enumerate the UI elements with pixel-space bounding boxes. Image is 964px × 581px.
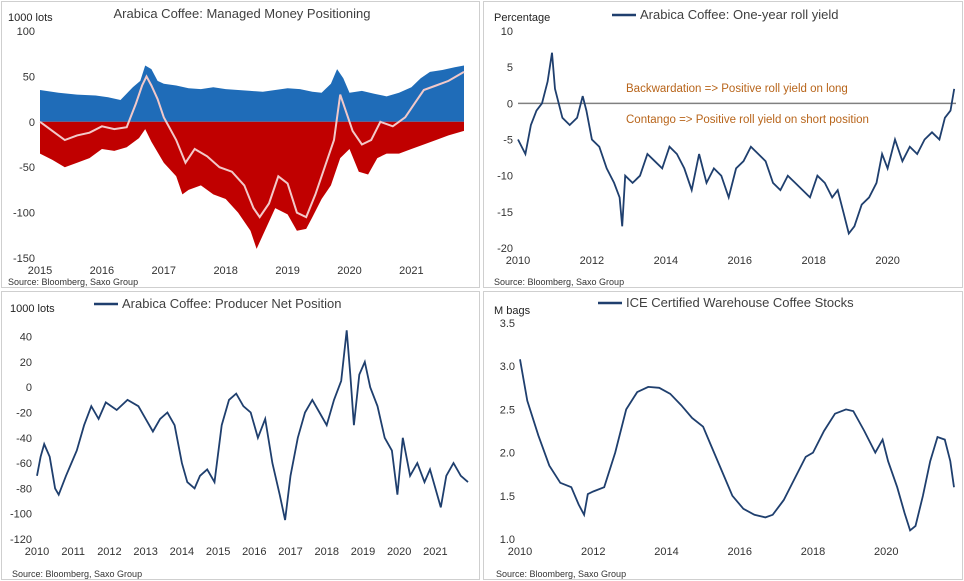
x-tick-label: 2013	[133, 546, 157, 558]
y-tick-label: -20	[16, 408, 32, 420]
series-line	[519, 359, 955, 532]
x-tick-label: 2021	[399, 265, 423, 277]
x-tick-label: 2010	[508, 546, 532, 558]
y-tick-label: 0	[507, 98, 513, 110]
x-tick-label: 2015	[28, 265, 52, 277]
x-tick-label: 2012	[97, 546, 121, 558]
x-tick-label: 2017	[152, 265, 176, 277]
x-tick-label: 2020	[387, 546, 411, 558]
y-tick-label: 2.5	[500, 404, 515, 416]
y-tick-label: 3.0	[500, 361, 515, 373]
y-tick-label: -60	[16, 458, 32, 470]
x-tick-label: 2016	[242, 546, 266, 558]
y-axis-label: 1000 lots	[8, 12, 53, 24]
y-tick-label: 0	[29, 117, 35, 129]
y-axis-label: 1000 lots	[10, 303, 55, 315]
x-tick-label: 2021	[423, 546, 447, 558]
y-tick-label: -50	[19, 162, 35, 174]
long-area	[40, 65, 464, 122]
short-area	[40, 121, 464, 249]
y-tick-label: 5	[507, 62, 513, 74]
chart-title: Arabica Coffee: Managed Money Positionin…	[113, 6, 370, 21]
annotation-contango: Contango => Positive roll yield on short…	[626, 114, 869, 126]
y-axis-label: Percentage	[494, 12, 550, 24]
y-tick-label: 100	[17, 26, 35, 38]
x-tick-label: 2019	[351, 546, 375, 558]
y-tick-label: -15	[497, 207, 513, 219]
y-tick-label: -80	[16, 483, 32, 495]
y-tick-label: 10	[501, 26, 513, 38]
legend-label: ICE Certified Warehouse Coffee Stocks	[626, 295, 854, 310]
x-tick-label: 2018	[801, 255, 825, 267]
x-tick-label: 2012	[580, 255, 604, 267]
y-tick-label: 3.5	[500, 318, 515, 330]
x-tick-label: 2012	[581, 546, 605, 558]
x-tick-label: 2011	[61, 546, 85, 558]
y-tick-label: -5	[503, 135, 513, 147]
source-note: Source: Bloomberg, Saxo Group	[496, 569, 626, 579]
y-tick-label: -20	[497, 243, 513, 255]
x-tick-label: 2015	[206, 546, 230, 558]
series-line	[36, 330, 469, 521]
y-tick-label: -40	[16, 433, 32, 445]
source-note: Source: Bloomberg, Saxo Group	[8, 277, 138, 287]
x-tick-label: 2019	[275, 265, 299, 277]
y-tick-label: -100	[13, 208, 35, 220]
warehouse-stocks-panel: 3.5 3.0 2.5 2.0 1.5 1.0 2010 2012 2014 2016 2018 20…	[483, 291, 963, 580]
source-note: Source: Bloomberg, Saxo Group	[494, 277, 624, 287]
y-tick-label: -120	[10, 534, 32, 546]
x-tick-label: 2016	[728, 255, 752, 267]
y-tick-label: -150	[13, 253, 35, 265]
source-note: Source: Bloomberg, Saxo Group	[12, 569, 142, 579]
x-tick-label: 2014	[170, 546, 194, 558]
x-tick-label: 2017	[278, 546, 302, 558]
x-tick-label: 2020	[875, 255, 899, 267]
y-tick-label: 1.0	[500, 534, 515, 546]
y-tick-label: 1.5	[500, 491, 515, 503]
y-tick-label: -100	[10, 509, 32, 521]
legend-label: Arabica Coffee: One-year roll yield	[640, 7, 838, 22]
x-tick-label: 2018	[315, 546, 339, 558]
x-tick-label: 2014	[654, 546, 678, 558]
x-tick-label: 2016	[90, 265, 114, 277]
y-tick-label: 2.0	[500, 448, 515, 460]
roll-yield-panel: 10 5 0 -5 -10 -15 -20 2010 2012 2014 2016 2018 2020 A…	[483, 1, 963, 288]
y-tick-label: 0	[26, 382, 32, 394]
x-tick-label: 2010	[506, 255, 530, 267]
producer-net-panel: 40 20 0 -20 -40 -60 -80 -100 -120 2010 2011 2012 201…	[1, 291, 480, 580]
x-tick-label: 2018	[213, 265, 237, 277]
x-tick-label: 2020	[337, 265, 361, 277]
annotation-backwardation: Backwardation => Positive roll yield on …	[626, 83, 848, 95]
x-tick-label: 2010	[25, 546, 49, 558]
net-line	[39, 71, 465, 219]
y-tick-label: 20	[20, 357, 32, 369]
x-tick-label: 2020	[874, 546, 898, 558]
y-tick-label: -10	[497, 171, 513, 183]
series-line	[517, 52, 956, 236]
x-tick-label: 2014	[654, 255, 678, 267]
y-axis-label: M bags	[494, 305, 531, 317]
y-tick-label: 50	[23, 71, 35, 83]
managed-money-panel: 100 50 0 -50 -100 -150 2015 2016 2017 2018 2019 202…	[1, 1, 480, 288]
x-tick-label: 2018	[801, 546, 825, 558]
y-tick-label: 40	[20, 332, 32, 344]
legend-label: Arabica Coffee: Producer Net Position	[122, 296, 341, 311]
x-tick-label: 2016	[728, 546, 752, 558]
